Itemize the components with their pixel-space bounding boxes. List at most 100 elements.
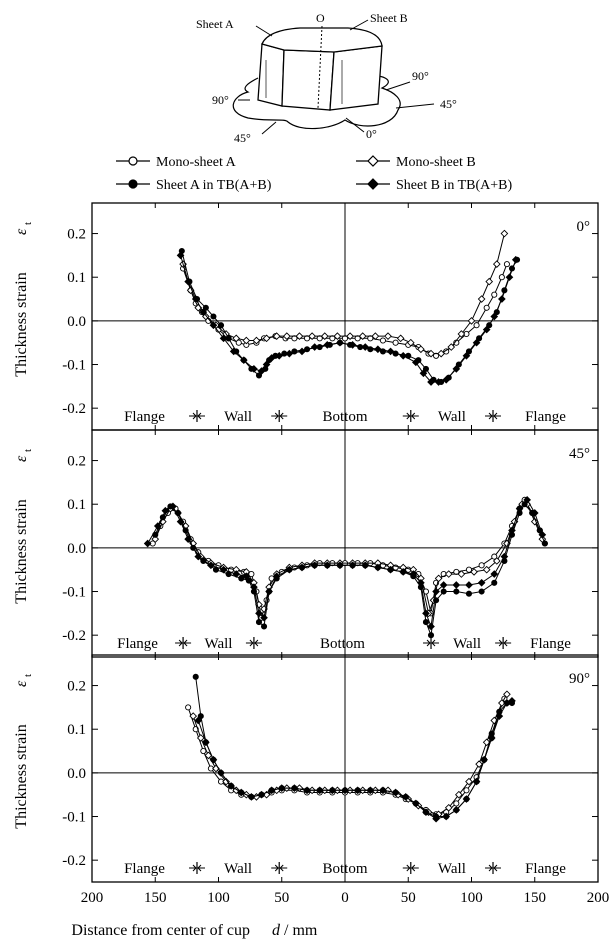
- panel-0: 0.2 0.1 0.0 -0.1 -0.2 Thickness strain εt 0° Fla…: [13, 202, 599, 431]
- arrow-90-right: [385, 81, 411, 91]
- data-point: [267, 786, 276, 795]
- data-point: [192, 673, 199, 680]
- data-point: [295, 332, 304, 340]
- data-point: [427, 622, 435, 631]
- arrow-sheet-b: [349, 19, 369, 31]
- data-point: [153, 522, 162, 530]
- data-point: [434, 378, 443, 386]
- region-label-wall-left: Wall: [224, 861, 252, 877]
- region-label-wall-right: Wall: [438, 409, 466, 425]
- data-point: [353, 786, 362, 795]
- x-tick-label: 150: [144, 890, 167, 906]
- data-point: [503, 690, 511, 699]
- data-point: [422, 808, 430, 816]
- x-axis-title: Distance from center of cup d / mm: [71, 922, 317, 939]
- y-axis-subscript: t: [22, 674, 34, 677]
- region-arrow: [402, 864, 411, 872]
- y-axis-label: Thickness strain: [13, 724, 30, 828]
- y-axis-label: Thickness strain: [13, 499, 30, 603]
- data-point: [229, 347, 238, 356]
- data-point: [191, 295, 200, 303]
- data-point: [260, 623, 268, 630]
- x-tick-label: 0: [341, 890, 349, 906]
- legend-marker-tb-a: [128, 179, 138, 189]
- data-point: [379, 337, 387, 344]
- data-point: [523, 496, 531, 504]
- arrow-45-right: [395, 103, 435, 109]
- data-point: [227, 782, 235, 790]
- data-point: [196, 734, 205, 742]
- y-tick-label: 0.0: [67, 766, 86, 782]
- data-point: [417, 578, 425, 587]
- data-point: [538, 530, 547, 539]
- region-label-wall-right: Wall: [453, 636, 481, 652]
- y-tick-label: 0.1: [67, 497, 86, 513]
- region-label-bottom: Bottom: [322, 861, 367, 877]
- data-point: [505, 273, 514, 282]
- label-90-left: 90°: [212, 93, 229, 107]
- x-axis-label: Distance from center of cup: [71, 922, 250, 939]
- x-axis-unit: / mm: [284, 922, 318, 939]
- data-point: [209, 755, 218, 764]
- series-line: [154, 503, 543, 616]
- data-point: [490, 570, 499, 578]
- region-label-flange-left: Flange: [124, 409, 165, 425]
- data-point: [143, 539, 152, 548]
- region-arrow: [423, 639, 431, 647]
- y-tick-label: 0.2: [67, 227, 86, 243]
- data-point: [176, 517, 185, 526]
- y-axis-label: Thickness strain: [13, 272, 30, 376]
- data-point: [480, 755, 488, 764]
- data-point: [453, 588, 460, 595]
- data-point: [184, 535, 192, 543]
- data-point: [298, 347, 306, 356]
- data-point: [503, 261, 510, 268]
- region-arrow: [402, 412, 411, 420]
- data-point: [184, 277, 192, 286]
- region-label-bottom: Bottom: [320, 636, 365, 652]
- series-line: [182, 233, 505, 355]
- legend-label-mono-b: Mono-sheet B: [396, 155, 476, 170]
- data-point: [257, 367, 266, 375]
- data-point: [247, 793, 256, 801]
- data-point: [503, 699, 511, 707]
- region-arrow: [245, 639, 254, 647]
- region-label-flange-left: Flange: [117, 636, 158, 652]
- series-0: [180, 261, 510, 359]
- data-point: [333, 332, 342, 340]
- data-point: [462, 351, 471, 360]
- y-tick-label: -0.2: [62, 628, 86, 644]
- data-point: [348, 561, 357, 570]
- data-point: [508, 697, 516, 705]
- data-point: [250, 583, 258, 591]
- legend-label-mono-a: Mono-sheet A: [156, 155, 237, 170]
- data-point: [399, 568, 408, 576]
- data-point: [521, 501, 528, 508]
- y-tick-label: -0.2: [62, 853, 86, 869]
- x-tick-label: 200: [81, 890, 104, 906]
- cup-front: [281, 49, 335, 111]
- data-point: [257, 790, 266, 799]
- data-point: [442, 375, 451, 384]
- data-point: [217, 322, 225, 329]
- data-point: [310, 561, 319, 570]
- panel-angle-label: 90°: [569, 671, 590, 687]
- series-line: [152, 498, 546, 618]
- data-point: [303, 786, 311, 795]
- data-point: [323, 341, 332, 349]
- region-arrow: [183, 639, 192, 647]
- data-point: [483, 304, 490, 311]
- data-point: [491, 553, 498, 560]
- data-point: [262, 360, 271, 369]
- x-tick-label: 50: [401, 890, 416, 906]
- series-3: [194, 697, 516, 823]
- data-point: [176, 251, 185, 260]
- region-label-flange-right: Flange: [530, 636, 571, 652]
- data-point: [194, 552, 203, 561]
- region-label-wall-left: Wall: [205, 636, 233, 652]
- cup-diagram: Sheet A Sheet B O 90° 90° 45° 45° 0°: [196, 11, 457, 145]
- data-point: [462, 795, 471, 803]
- region-arrow: [254, 639, 262, 647]
- data-point: [406, 338, 415, 347]
- data-point: [272, 332, 281, 340]
